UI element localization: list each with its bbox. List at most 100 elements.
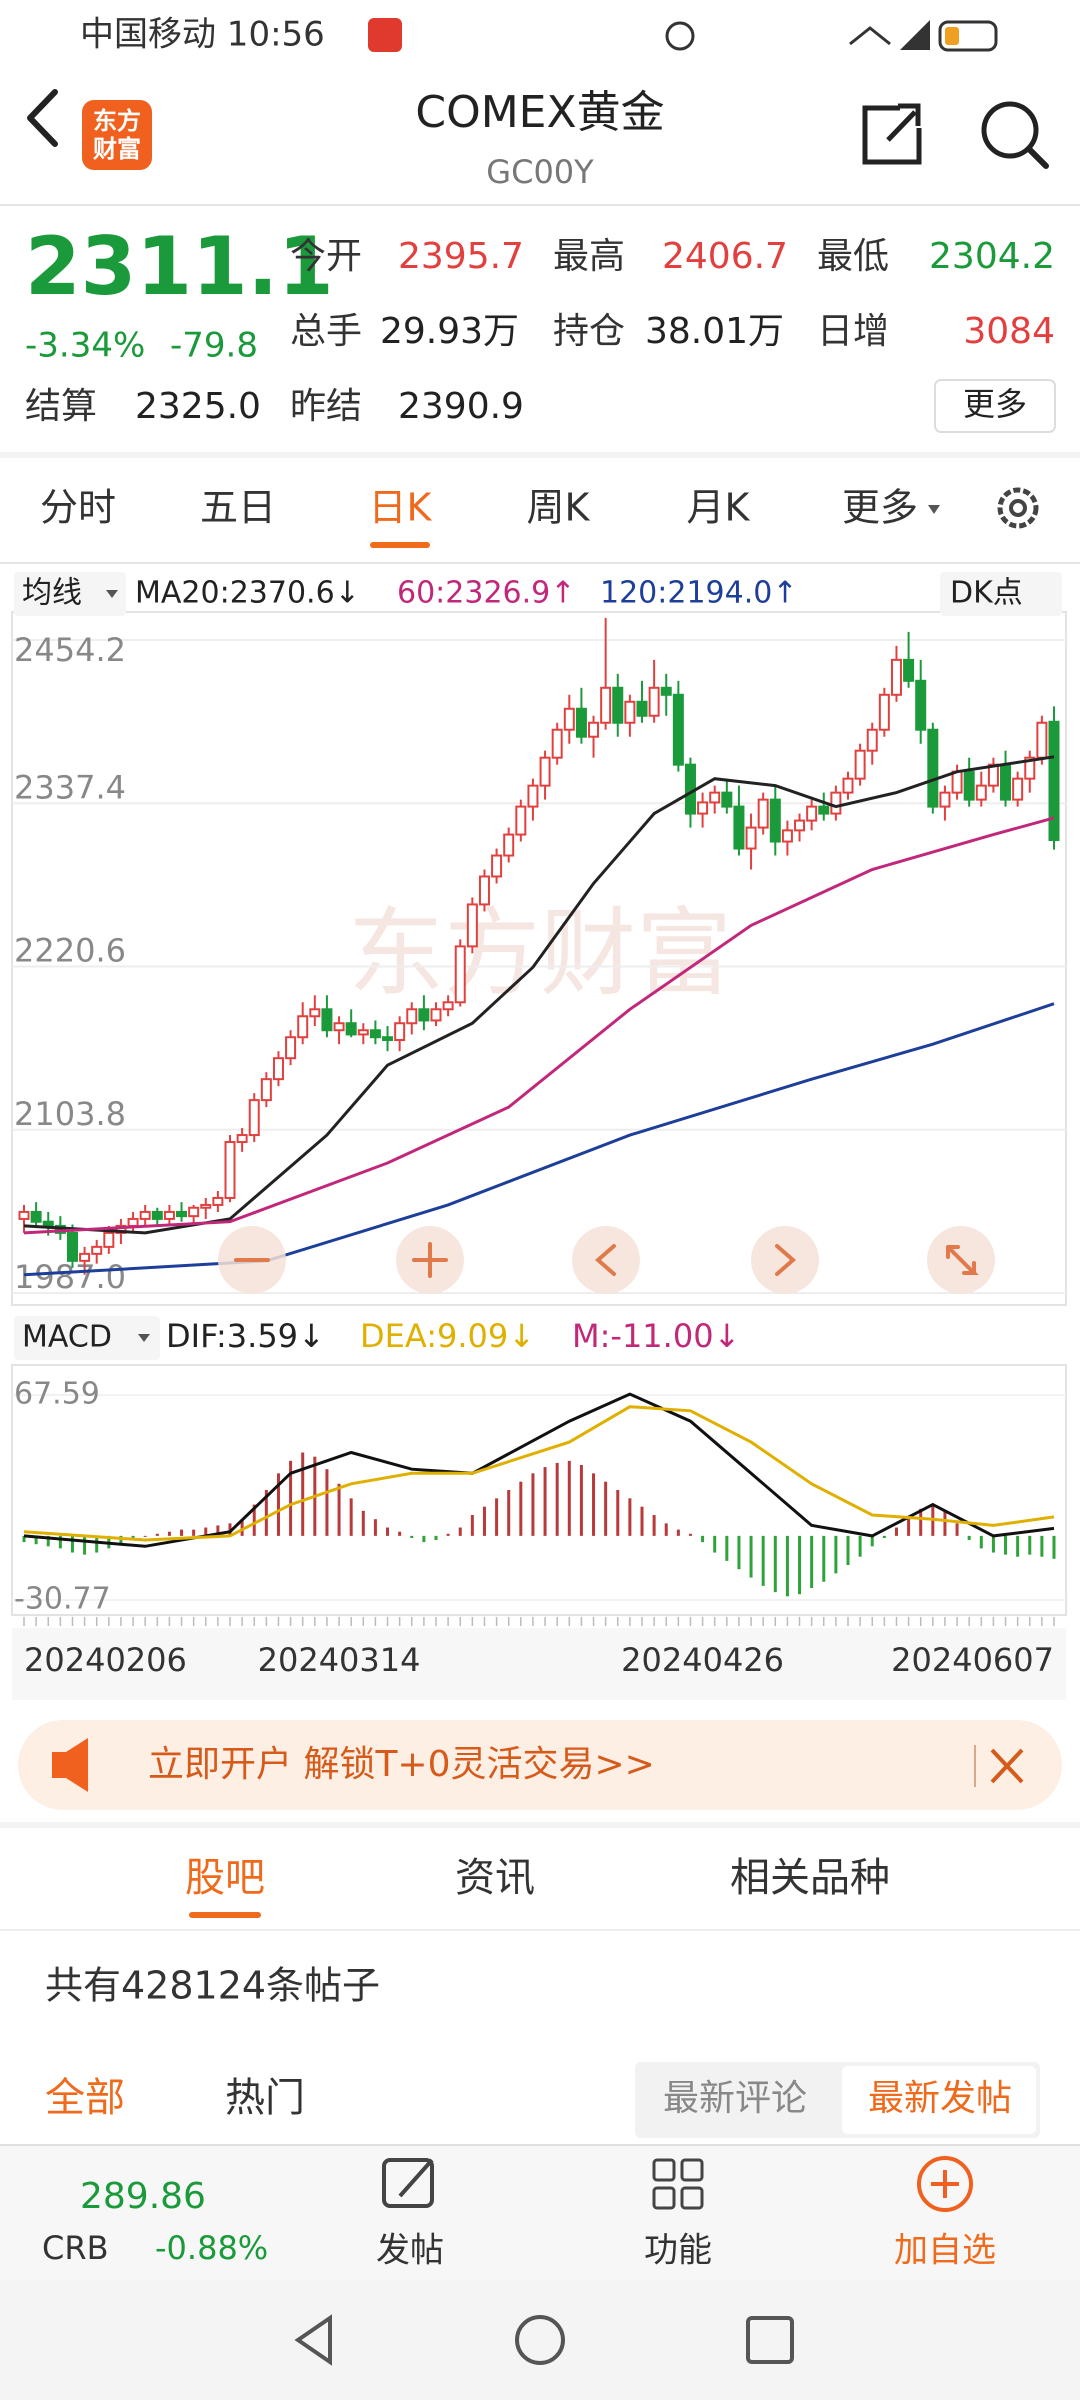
macd-toggle[interactable] [14, 1316, 160, 1360]
content-tab[interactable]: 资讯 [455, 1855, 535, 1901]
close-banner[interactable] [990, 1748, 1024, 1784]
candle-body [151, 1210, 163, 1220]
scroll-left-button-icon [594, 1244, 616, 1276]
date-row [12, 1628, 1066, 1700]
bottom-action[interactable]: 加自选 [894, 2231, 996, 2271]
function-icon [652, 2186, 676, 2210]
y-tick-label: 2454.2 [14, 631, 126, 669]
top-area [0, 0, 1080, 205]
field-value: 2390.9 [398, 386, 524, 427]
nav-home[interactable] [515, 2315, 565, 2365]
dea-line [23, 1405, 1055, 1542]
share-button[interactable] [862, 103, 922, 165]
candle-body [139, 1210, 151, 1220]
candle-body [963, 770, 975, 801]
field-label: 总手 [290, 311, 362, 352]
y-tick-label: 1987.0 [14, 1258, 126, 1296]
dk-label[interactable]: DK点 [950, 576, 1023, 611]
period-tab[interactable]: 五日 [200, 486, 276, 530]
post-count: 共有428124条帖子 [45, 1964, 380, 2008]
period-tab[interactable]: 日K [369, 486, 433, 530]
y-tick-label: 2220.6 [14, 932, 126, 970]
more-button-label[interactable]: 更多 [963, 385, 1027, 423]
macd-bar [858, 1535, 862, 1557]
candle-body [927, 728, 939, 808]
candle-body [248, 1099, 260, 1137]
dropdown-arrow [106, 590, 118, 598]
back-button[interactable] [27, 89, 58, 147]
dea-legend: DEA:9.09↓ [360, 1317, 535, 1355]
scroll-left-button[interactable] [572, 1226, 640, 1294]
candle-body [357, 1029, 369, 1036]
last-price: 2311.1 [25, 220, 334, 313]
function-icon [652, 2158, 676, 2182]
filter-tab[interactable]: 全部 [45, 2075, 125, 2121]
dk-toggle[interactable] [940, 572, 1062, 616]
page-subtitle: GC00Y [486, 153, 594, 191]
period-tab[interactable]: 周K [527, 486, 591, 530]
dropdown-arrow [928, 505, 940, 514]
field-label: 今开 [290, 236, 362, 277]
ma-toggle[interactable] [14, 572, 126, 616]
macd-bar [870, 1535, 874, 1547]
filter-tab[interactable]: 热门 [225, 2075, 305, 2121]
macd-bar [482, 1506, 486, 1536]
sort-option[interactable]: 最新发帖 [868, 2078, 1012, 2119]
x-tick-label: 20240426 [621, 1641, 784, 1679]
dif-legend: DIF:3.59↓ [166, 1317, 325, 1355]
nav-back[interactable] [294, 2314, 332, 2366]
candle-body [466, 903, 478, 948]
candle-body [212, 1196, 224, 1206]
candle-body [915, 679, 927, 731]
content-tab[interactable]: 相关品种 [730, 1855, 890, 1901]
bottom-action[interactable]: 功能 [644, 2231, 712, 2271]
macd-bar [337, 1483, 341, 1536]
macd-bar [373, 1519, 377, 1536]
macd-bar [713, 1535, 717, 1553]
macd-bar [34, 1535, 38, 1545]
promo-banner[interactable] [18, 1720, 1062, 1810]
scroll-right-button[interactable] [751, 1226, 819, 1294]
field-label: 最高 [553, 236, 625, 277]
candle-body [551, 728, 563, 759]
candle-body [442, 1001, 454, 1011]
sort-active [842, 2066, 1036, 2134]
divider [0, 452, 1080, 458]
candle-body [91, 1245, 103, 1255]
period-tab[interactable]: 分时 [40, 486, 116, 530]
sort-option[interactable]: 最新评论 [663, 2078, 807, 2119]
settings-center [1009, 499, 1027, 517]
bottom-bar [0, 2145, 1080, 2280]
content-tab[interactable]: 股吧 [185, 1855, 265, 1901]
search-button[interactable] [981, 101, 1039, 159]
candle-body [345, 1022, 357, 1036]
more-button[interactable] [934, 379, 1056, 433]
nav-recent[interactable] [746, 2316, 794, 2364]
settings-button[interactable] [997, 487, 1039, 529]
y-tick-label: 67.59 [14, 1377, 100, 1412]
macd-bar [252, 1504, 256, 1536]
bottom-action[interactable]: 发帖 [376, 2231, 444, 2271]
macd-bar [180, 1529, 184, 1536]
macd-bar [785, 1535, 789, 1597]
candle-body [1000, 763, 1012, 801]
macd-bar [737, 1535, 741, 1570]
candle-body [321, 1008, 333, 1032]
field-label: 结算 [25, 386, 97, 427]
candle-body [781, 829, 793, 843]
ma-toggle-label[interactable]: 均线 [22, 576, 82, 611]
candle-body [660, 686, 672, 696]
promo-text[interactable]: 立即开户 解锁T+0灵活交易>> [148, 1744, 655, 1785]
status-icon [368, 18, 402, 52]
macd-toggle-label[interactable]: MACD [22, 1320, 112, 1355]
ma20-legend: MA20:2370.6↓ [135, 576, 360, 611]
macd-bar [991, 1535, 995, 1553]
period-tab[interactable]: 月K [687, 486, 751, 530]
index-name: CRB [42, 2229, 109, 2267]
macd-bar [519, 1481, 523, 1536]
watermark: 东方财富 [348, 897, 732, 1009]
macd-bar [204, 1527, 208, 1536]
period-tab[interactable]: 更多 [842, 486, 918, 530]
macd-bar [834, 1535, 838, 1574]
candle-body [842, 777, 854, 794]
